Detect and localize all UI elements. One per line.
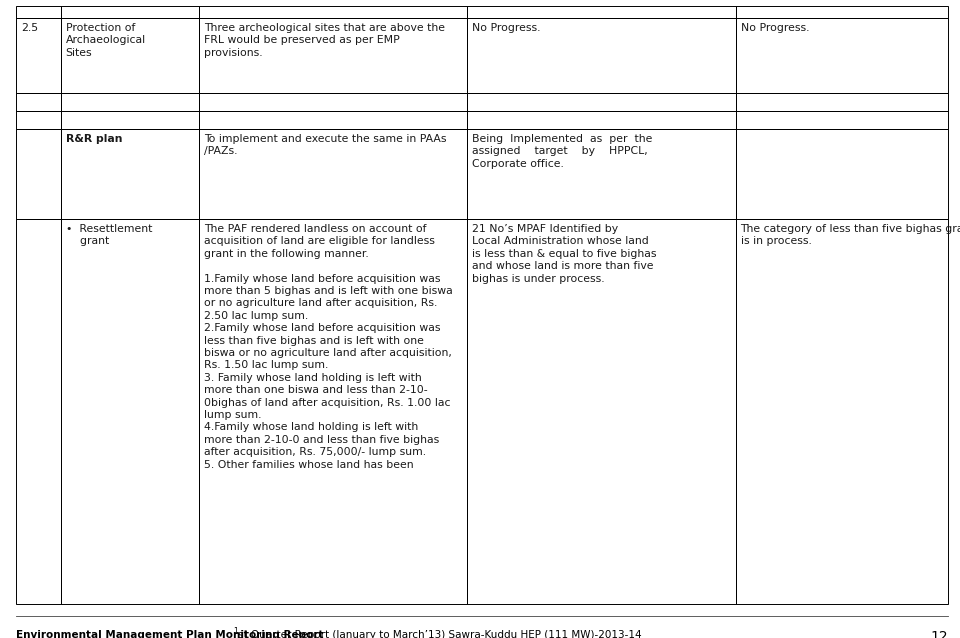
Bar [60, 219, 199, 604]
Bar [735, 18, 948, 93]
Bar [16, 129, 60, 219]
Bar [60, 93, 199, 111]
Text: Environmental Management Plan Monitoring Report: Environmental Management Plan Monitoring… [16, 630, 324, 638]
Text: No Progress.: No Progress. [472, 23, 540, 33]
Text: 2.5: 2.5 [21, 23, 38, 33]
Bar [16, 18, 60, 93]
Bar [468, 6, 735, 18]
Bar [199, 129, 468, 219]
Bar [468, 18, 735, 93]
Bar [735, 219, 948, 604]
Bar [468, 219, 735, 604]
Bar [60, 6, 199, 18]
Bar [735, 129, 948, 219]
Bar [16, 111, 60, 129]
Text: No Progress.: No Progress. [740, 23, 809, 33]
Bar [468, 129, 735, 219]
Text: The PAF rendered landless on account of
acquisition of land are eligible for lan: The PAF rendered landless on account of … [204, 224, 452, 470]
Bar [60, 18, 199, 93]
Bar [735, 111, 948, 129]
Text: To implement and execute the same in PAAs
/PAZs.: To implement and execute the same in PAA… [204, 134, 446, 156]
Bar [199, 219, 468, 604]
Bar [468, 93, 735, 111]
Text: •  Resettlement
    grant: • Resettlement grant [65, 224, 152, 246]
Bar [199, 18, 468, 93]
Bar [16, 93, 60, 111]
Text: The category of less than five bighas grant
is in process.: The category of less than five bighas gr… [740, 224, 960, 246]
Bar [16, 219, 60, 604]
Text: Three archeological sites that are above the
FRL would be preserved as per EMP
p: Three archeological sites that are above… [204, 23, 444, 58]
Bar [60, 111, 199, 129]
Text: Being  Implemented  as  per  the
assigned    target    by    HPPCL,
Corporate of: Being Implemented as per the assigned ta… [472, 134, 653, 169]
Bar [735, 6, 948, 18]
Text: 1: 1 [233, 627, 238, 636]
Text: st Quarter Report (January to March’13) Sawra-Kuddu HEP (111 MW)-2013-14: st Quarter Report (January to March’13) … [238, 630, 642, 638]
Bar [199, 6, 468, 18]
Bar [199, 93, 468, 111]
Bar [735, 93, 948, 111]
Bar [199, 111, 468, 129]
Text: R&R plan: R&R plan [65, 134, 122, 144]
Bar [16, 6, 60, 18]
Text: 21 No’s MPAF Identified by
Local Administration whose land
is less than & equal : 21 No’s MPAF Identified by Local Adminis… [472, 224, 657, 284]
Bar [468, 111, 735, 129]
Text: 12: 12 [930, 630, 948, 638]
Text: Protection of
Archaeological
Sites: Protection of Archaeological Sites [65, 23, 146, 58]
Bar [60, 129, 199, 219]
